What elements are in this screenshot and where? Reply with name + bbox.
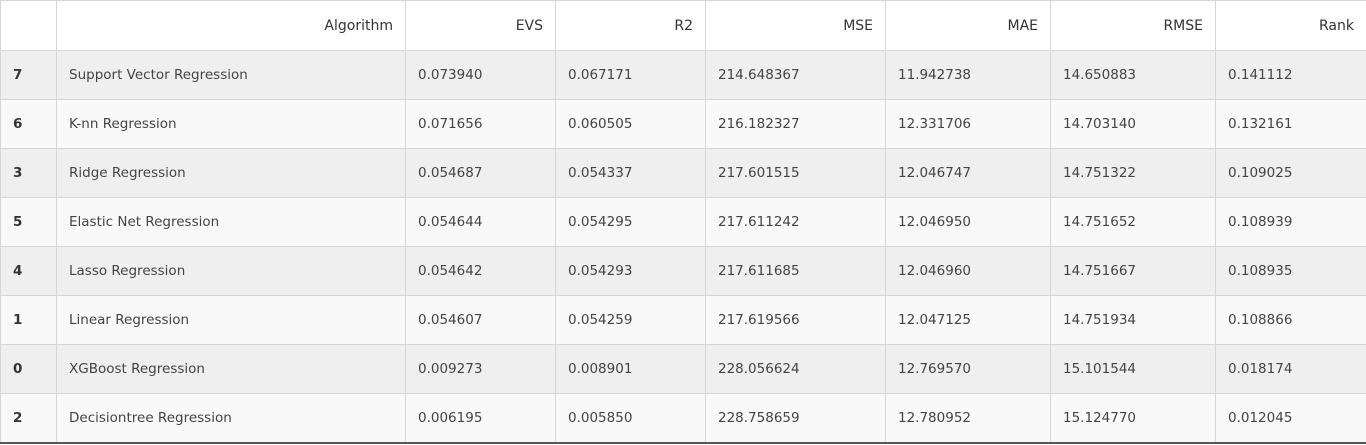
cell-mse: 216.182327 (705, 99, 886, 149)
cell-rank: 0.109025 (1215, 148, 1366, 198)
cell-evs: 0.054687 (405, 148, 556, 198)
table-row: 1 Linear Regression 0.054607 0.054259 21… (0, 295, 1366, 345)
cell-evs: 0.006195 (405, 393, 556, 444)
cell-algorithm: XGBoost Regression (56, 344, 406, 394)
table-row: 2 Decisiontree Regression 0.006195 0.005… (0, 393, 1366, 444)
header-mse: MSE (705, 0, 886, 51)
cell-rmse: 14.751322 (1050, 148, 1216, 198)
cell-rank: 0.018174 (1215, 344, 1366, 394)
header-row: Algorithm EVS R2 MSE MAE RMSE Rank (0, 0, 1366, 51)
header-r2: R2 (555, 0, 706, 51)
cell-mse: 228.758659 (705, 393, 886, 444)
table-row: 0 XGBoost Regression 0.009273 0.008901 2… (0, 344, 1366, 394)
table-body: 7 Support Vector Regression 0.073940 0.0… (0, 50, 1366, 444)
header-rank: Rank (1215, 0, 1366, 51)
cell-rank: 0.108866 (1215, 295, 1366, 345)
cell-r2: 0.054337 (555, 148, 706, 198)
table-row: 3 Ridge Regression 0.054687 0.054337 217… (0, 148, 1366, 198)
cell-rank: 0.141112 (1215, 50, 1366, 100)
cell-mae: 12.780952 (885, 393, 1051, 444)
header-algorithm: Algorithm (56, 0, 406, 51)
cell-rmse: 15.101544 (1050, 344, 1216, 394)
cell-rank: 0.108935 (1215, 246, 1366, 296)
row-index: 2 (0, 393, 57, 444)
cell-r2: 0.060505 (555, 99, 706, 149)
cell-algorithm: Support Vector Regression (56, 50, 406, 100)
row-index: 0 (0, 344, 57, 394)
cell-evs: 0.054642 (405, 246, 556, 296)
header-evs: EVS (405, 0, 556, 51)
cell-mae: 12.769570 (885, 344, 1051, 394)
cell-rmse: 15.124770 (1050, 393, 1216, 444)
cell-rmse: 14.751652 (1050, 197, 1216, 247)
cell-evs: 0.054644 (405, 197, 556, 247)
cell-rmse: 14.650883 (1050, 50, 1216, 100)
cell-rank: 0.012045 (1215, 393, 1366, 444)
header-mae: MAE (885, 0, 1051, 51)
cell-rank: 0.108939 (1215, 197, 1366, 247)
cell-evs: 0.054607 (405, 295, 556, 345)
row-index: 5 (0, 197, 57, 247)
cell-algorithm: Linear Regression (56, 295, 406, 345)
cell-mae: 12.331706 (885, 99, 1051, 149)
cell-algorithm: Elastic Net Regression (56, 197, 406, 247)
cell-r2: 0.005850 (555, 393, 706, 444)
cell-mse: 214.648367 (705, 50, 886, 100)
table-row: 6 K-nn Regression 0.071656 0.060505 216.… (0, 99, 1366, 149)
cell-mae: 12.046747 (885, 148, 1051, 198)
cell-mse: 217.611685 (705, 246, 886, 296)
cell-algorithm: K-nn Regression (56, 99, 406, 149)
cell-mse: 217.611242 (705, 197, 886, 247)
header-index (0, 0, 57, 51)
row-index: 1 (0, 295, 57, 345)
cell-r2: 0.054295 (555, 197, 706, 247)
cell-evs: 0.009273 (405, 344, 556, 394)
cell-mae: 12.046950 (885, 197, 1051, 247)
cell-r2: 0.008901 (555, 344, 706, 394)
cell-mae: 12.046960 (885, 246, 1051, 296)
cell-rank: 0.132161 (1215, 99, 1366, 149)
cell-r2: 0.067171 (555, 50, 706, 100)
row-index: 6 (0, 99, 57, 149)
cell-mse: 217.619566 (705, 295, 886, 345)
table-row: 4 Lasso Regression 0.054642 0.054293 217… (0, 246, 1366, 296)
cell-mae: 12.047125 (885, 295, 1051, 345)
table-row: 5 Elastic Net Regression 0.054644 0.0542… (0, 197, 1366, 247)
cell-mae: 11.942738 (885, 50, 1051, 100)
row-index: 7 (0, 50, 57, 100)
cell-mse: 228.056624 (705, 344, 886, 394)
header-rmse: RMSE (1050, 0, 1216, 51)
cell-rmse: 14.751934 (1050, 295, 1216, 345)
cell-evs: 0.071656 (405, 99, 556, 149)
cell-algorithm: Decisiontree Regression (56, 393, 406, 444)
cell-evs: 0.073940 (405, 50, 556, 100)
cell-rmse: 14.703140 (1050, 99, 1216, 149)
cell-rmse: 14.751667 (1050, 246, 1216, 296)
row-index: 3 (0, 148, 57, 198)
table-row: 7 Support Vector Regression 0.073940 0.0… (0, 50, 1366, 100)
cell-algorithm: Lasso Regression (56, 246, 406, 296)
row-index: 4 (0, 246, 57, 296)
cell-r2: 0.054259 (555, 295, 706, 345)
cell-r2: 0.054293 (555, 246, 706, 296)
cell-mse: 217.601515 (705, 148, 886, 198)
cell-algorithm: Ridge Regression (56, 148, 406, 198)
